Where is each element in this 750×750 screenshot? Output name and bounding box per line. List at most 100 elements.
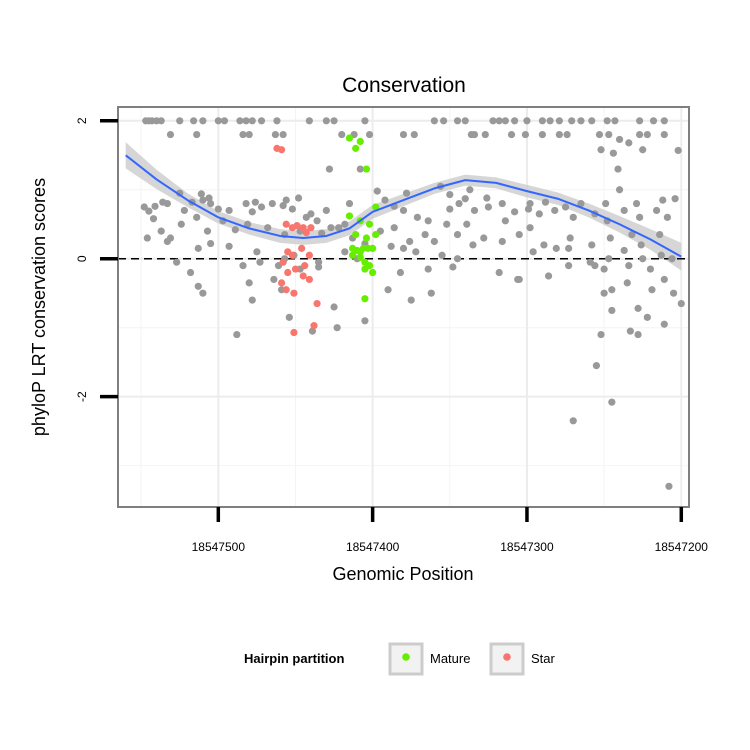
data-point-mature — [361, 265, 369, 273]
data-point-other — [538, 117, 546, 125]
data-point-other — [529, 248, 537, 256]
data-point-other — [481, 130, 489, 139]
confidence-band-layer — [125, 142, 682, 271]
chart-title: Conservation — [342, 74, 466, 97]
data-point-other — [646, 265, 655, 273]
data-point-other — [565, 262, 573, 270]
data-point-other — [257, 203, 266, 211]
data-point-other — [446, 205, 454, 213]
data-point-other — [239, 130, 247, 139]
data-point-other — [540, 241, 548, 249]
legend-key-mature — [388, 642, 424, 676]
data-point-other — [253, 248, 261, 256]
data-point-other — [608, 286, 616, 294]
data-point-other — [443, 220, 451, 228]
data-point-other — [402, 189, 411, 197]
data-point-other — [288, 205, 296, 213]
data-point-star — [277, 279, 286, 287]
data-point-other — [190, 117, 198, 125]
data-point-other — [643, 130, 651, 139]
data-point-other — [600, 265, 608, 273]
data-point-other — [242, 199, 250, 208]
y-tick-label: 2 — [75, 117, 89, 124]
data-point-other — [341, 248, 349, 256]
data-point-other — [412, 248, 420, 256]
data-point-other — [649, 117, 658, 125]
data-point-mature — [345, 212, 354, 220]
data-point-other — [466, 186, 474, 194]
data-point-other — [166, 130, 175, 139]
data-point-other — [325, 165, 334, 173]
data-point-other — [652, 206, 661, 215]
data-point-other — [268, 199, 276, 208]
data-point-other — [430, 237, 438, 246]
data-point-other — [406, 237, 414, 246]
data-point-other — [625, 139, 633, 147]
data-point-other — [636, 213, 644, 221]
data-point-other — [307, 210, 315, 218]
data-point-other — [625, 262, 633, 270]
data-point-mature — [345, 134, 354, 142]
data-point-other — [236, 117, 244, 125]
data-point-star — [293, 222, 301, 230]
data-point-other — [449, 263, 457, 271]
data-point-other — [205, 194, 213, 202]
data-point-other — [470, 206, 479, 215]
data-point-other — [495, 117, 503, 125]
data-point-other — [569, 213, 577, 221]
data-point-other — [356, 165, 364, 173]
data-point-other — [194, 282, 202, 290]
data-point-star — [305, 275, 313, 284]
data-point-other — [470, 130, 479, 139]
data-point-other — [279, 202, 287, 210]
data-point-mature — [362, 165, 371, 173]
data-point-other — [498, 199, 506, 208]
data-point-other — [430, 117, 438, 125]
data-point-star — [302, 228, 310, 237]
data-point-other — [315, 263, 323, 271]
data-point-other — [424, 217, 432, 225]
data-point-other — [577, 199, 585, 208]
data-point-other — [463, 220, 471, 228]
data-point-mature — [356, 253, 364, 261]
data-point-star — [313, 299, 321, 308]
data-point-other — [176, 117, 184, 125]
data-point-other — [453, 255, 462, 263]
data-point-other — [206, 239, 215, 248]
data-point-other — [199, 289, 207, 297]
data-point-other — [484, 203, 492, 211]
data-point-other — [637, 241, 645, 249]
legend-swatch-star — [503, 653, 511, 661]
data-point-other — [233, 330, 241, 339]
data-point-other — [242, 117, 250, 125]
data-point-mature — [369, 268, 377, 277]
data-point-mature — [352, 230, 360, 239]
data-point-other — [149, 215, 158, 223]
grid — [118, 107, 689, 507]
data-point-other — [501, 217, 509, 225]
data-point-other — [588, 241, 596, 249]
data-point-other — [663, 213, 671, 221]
data-point-other — [511, 208, 519, 216]
data-point-other — [361, 117, 369, 125]
data-point-other — [248, 296, 256, 304]
data-point-other — [410, 130, 418, 139]
data-point-other — [565, 244, 573, 252]
x-tick-label: 18547200 — [655, 540, 709, 554]
data-point-other — [515, 230, 523, 239]
data-point-other — [626, 327, 634, 335]
data-point-other — [660, 117, 668, 125]
data-point-other — [313, 217, 321, 225]
data-point-other — [140, 203, 148, 211]
data-point-other — [396, 268, 405, 277]
data-point-other — [361, 317, 369, 325]
data-point-other — [480, 234, 488, 242]
data-point-other — [427, 289, 435, 297]
data-point-other — [256, 258, 264, 266]
legend-label-star: Star — [531, 651, 556, 666]
data-point-other — [524, 205, 533, 213]
data-point-other — [248, 208, 256, 216]
data-point-mature — [369, 244, 377, 252]
x-axis: 18547500 18547400 18547300 18547200 — [192, 507, 709, 554]
